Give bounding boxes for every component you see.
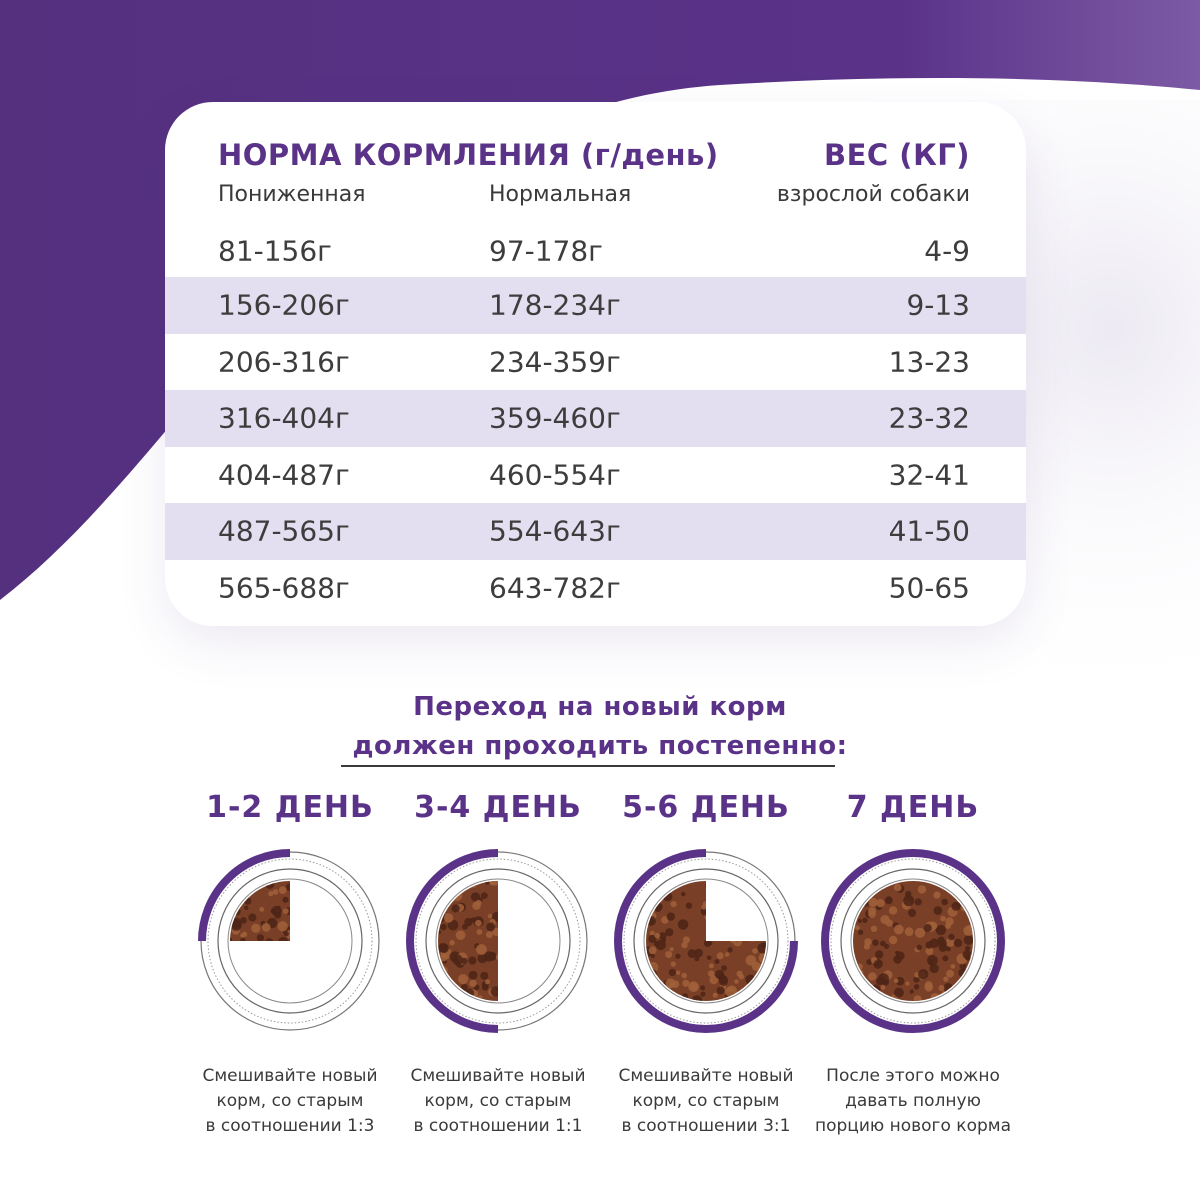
weight-cell: 9-13 <box>906 288 970 322</box>
table-row: 206-316г 234-359г 13-23 <box>165 334 1026 391</box>
column-reduced-label: Пониженная <box>218 182 366 207</box>
bowl-rim-texture <box>623 858 789 1024</box>
weight-cell: 13-23 <box>888 345 970 379</box>
normal-cell: 97-178г <box>489 234 603 268</box>
bowl-rim-texture <box>207 858 373 1024</box>
table-row: 156-206г 178-234г 9-13 <box>165 277 1026 334</box>
food-bowl-3 <box>614 849 798 1033</box>
normal-cell: 234-359г <box>489 345 621 379</box>
normal-cell: 643-782г <box>489 571 621 605</box>
table-row: 487-565г 554-643г 41-50 <box>165 503 1026 560</box>
table-row: 316-404г 359-460г 23-32 <box>165 390 1026 447</box>
weight-title: ВЕС (КГ) <box>824 138 970 172</box>
column-normal-label: Нормальная <box>489 182 632 207</box>
table-row: 565-688г 643-782г 50-65 <box>165 560 1026 617</box>
weight-cell: 50-65 <box>888 571 970 605</box>
food-bowl-1 <box>198 849 380 1031</box>
step-caption-1: Смешивайте новый корм, со старым в соотнош… <box>202 1066 378 1136</box>
step-title-3: 5-6 ДЕНЬ <box>622 790 790 825</box>
weight-cell: 4-9 <box>924 234 970 268</box>
weight-cell: 32-41 <box>888 458 970 492</box>
transition-heading-line1: Переход на новый корм <box>413 692 787 722</box>
reduced-cell: 565-688г <box>218 571 350 605</box>
food-bowl-4 <box>821 849 1005 1033</box>
progress-arc <box>614 849 798 1033</box>
table-row: 404-487г 460-554г 32-41 <box>165 447 1026 504</box>
progress-arc <box>406 849 499 1033</box>
bowl-rim-texture <box>830 858 996 1024</box>
normal-cell: 359-460г <box>489 401 621 435</box>
reduced-cell: 81-156г <box>218 234 332 268</box>
reduced-cell: 487-565г <box>218 514 350 548</box>
reduced-cell: 316-404г <box>218 401 350 435</box>
column-weight-label: взрослой собаки <box>776 182 970 207</box>
heading-underline <box>341 765 835 767</box>
step-title-1: 1-2 ДЕНЬ <box>206 790 374 825</box>
step-caption-3: Смешивайте новый корм, со старым в соотнош… <box>618 1066 794 1136</box>
table-header: НОРМА КОРМЛЕНИЯ (г/день) ВЕС (КГ) <box>218 138 970 172</box>
feeding-table-card: НОРМА КОРМЛЕНИЯ (г/день) ВЕС (КГ) Пониже… <box>165 102 1026 626</box>
food-bowl-2 <box>406 849 588 1033</box>
reduced-cell: 404-487г <box>218 458 350 492</box>
progress-arc <box>198 849 291 942</box>
step-caption-4: После этого можно давать полную порцию нов… <box>814 1066 1011 1136</box>
weight-cell: 41-50 <box>888 514 970 548</box>
bowl-rim-texture <box>415 858 581 1024</box>
transition-heading-line2: должен проходить постепенно: <box>352 731 848 761</box>
table-title: НОРМА КОРМЛЕНИЯ (г/день) <box>218 138 719 172</box>
normal-cell: 460-554г <box>489 458 621 492</box>
step-caption-2: Смешивайте новый корм, со старым в соотнош… <box>410 1066 586 1136</box>
step-title-2: 3-4 ДЕНЬ <box>414 790 582 825</box>
table-row: 81-156г 97-178г 4-9 <box>165 223 1026 279</box>
reduced-cell: 206-316г <box>218 345 350 379</box>
normal-cell: 178-234г <box>489 288 621 322</box>
normal-cell: 554-643г <box>489 514 621 548</box>
weight-cell: 23-32 <box>888 401 970 435</box>
reduced-cell: 156-206г <box>218 288 350 322</box>
progress-arc <box>821 849 1005 1033</box>
step-title-4: 7 ДЕНЬ <box>846 790 980 825</box>
